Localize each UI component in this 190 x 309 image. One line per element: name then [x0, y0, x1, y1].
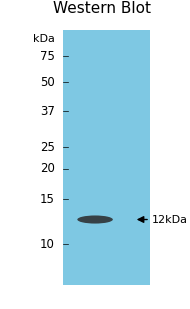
Text: Western Blot: Western Blot [53, 1, 150, 16]
Text: 20: 20 [40, 163, 55, 176]
FancyBboxPatch shape [63, 30, 150, 285]
Text: 75: 75 [40, 50, 55, 63]
Text: 15: 15 [40, 193, 55, 206]
Text: kDa: kDa [33, 34, 55, 44]
Text: 50: 50 [40, 76, 55, 89]
Text: 37: 37 [40, 105, 55, 118]
Text: 10: 10 [40, 238, 55, 251]
Ellipse shape [77, 215, 113, 223]
Text: 12kDa: 12kDa [152, 214, 188, 225]
Text: 25: 25 [40, 141, 55, 154]
